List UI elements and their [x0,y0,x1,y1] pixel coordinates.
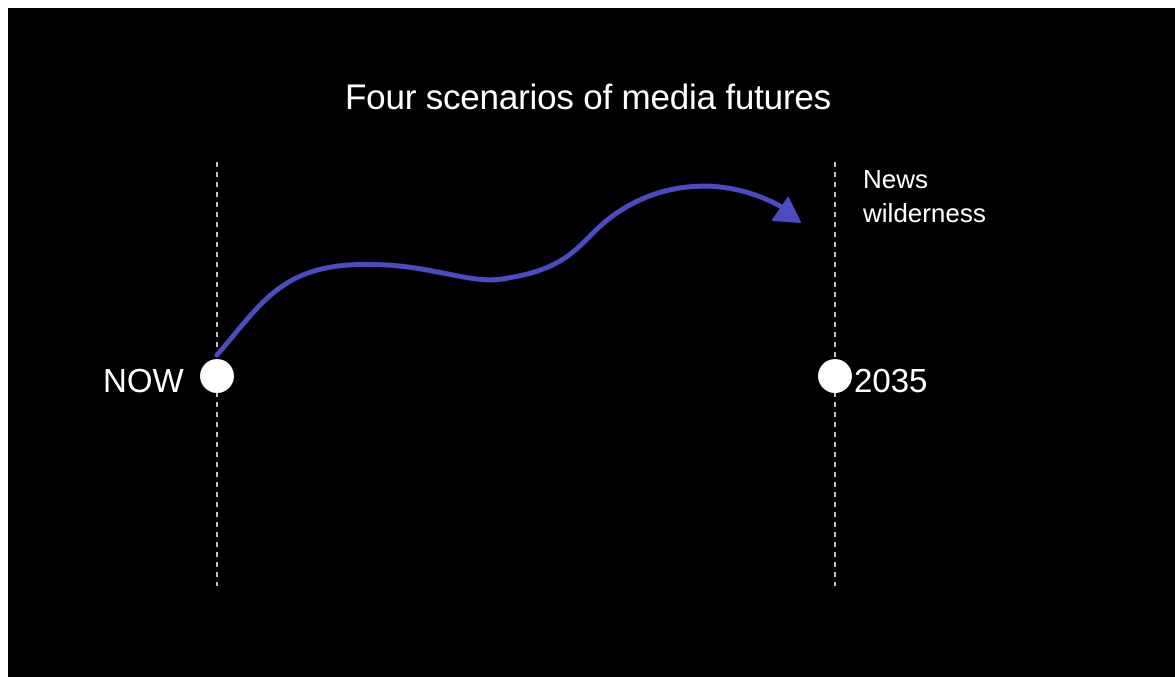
start-label: NOW [103,362,184,399]
scenario-path [214,183,783,358]
scenario-arrowhead [772,197,801,223]
timeline-graphic [200,162,852,586]
end-label: 2035 [854,362,928,399]
scenario-label-line-2: wilderness [863,198,986,228]
diagram-title: Four scenarios of media futures [345,78,831,117]
scenario-label: News wilderness [863,162,1083,230]
end-marker [818,359,852,393]
diagram-canvas: Four scenarios of media futures NOW 2035… [8,8,1175,677]
start-marker [200,359,234,393]
scenario-label-line-1: News [863,164,929,194]
